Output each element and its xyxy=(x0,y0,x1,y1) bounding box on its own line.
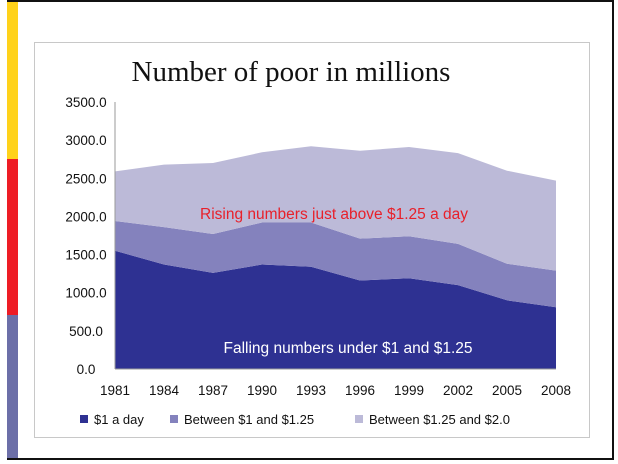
x-tick-label: 1999 xyxy=(394,383,424,398)
x-tick-label: 2005 xyxy=(492,383,522,398)
x-tick-label: 1996 xyxy=(345,383,375,398)
x-tick-label: 2008 xyxy=(541,383,571,398)
x-tick-label: 2002 xyxy=(443,383,473,398)
legend-swatch xyxy=(80,415,88,423)
legend-item: $1 a day xyxy=(80,412,144,427)
x-tick-label: 1990 xyxy=(247,383,277,398)
y-tick-label: 3500.0 xyxy=(65,95,106,110)
annotation-falling: Falling numbers under $1 and $1.25 xyxy=(223,340,472,357)
chart-container: Number of poor in millions 0.0 500.0 1000.… xyxy=(34,42,590,438)
y-tick-label: 500.0 xyxy=(69,324,103,339)
legend-label: Between $1.25 and $2.0 xyxy=(369,412,510,427)
area-series-2 xyxy=(115,221,556,308)
chart-title: Number of poor in millions xyxy=(132,56,451,88)
x-tick-label: 1987 xyxy=(198,383,228,398)
x-tick-label: 1984 xyxy=(149,383,180,398)
legend-item: Between $1.25 and $2.0 xyxy=(355,412,510,427)
accent-stripe-yellow xyxy=(7,2,18,159)
legend-swatch xyxy=(355,415,363,423)
x-tick-label: 1981 xyxy=(100,383,130,398)
legend-label: Between $1 and $1.25 xyxy=(184,412,314,427)
area-series-3 xyxy=(115,146,556,271)
y-tick-label: 1000.0 xyxy=(65,286,106,301)
y-tick-label: 2500.0 xyxy=(65,171,106,186)
annotation-rising: Rising numbers just above $1.25 a day xyxy=(200,206,468,223)
area-series-1 xyxy=(115,250,556,369)
y-tick-label: 2000.0 xyxy=(65,209,106,224)
y-tick-label: 3000.0 xyxy=(65,133,106,148)
legend-swatch xyxy=(170,415,178,423)
legend-item: Between $1 and $1.25 xyxy=(170,412,314,427)
accent-stripe-red xyxy=(7,159,18,315)
y-tick-label: 0.0 xyxy=(77,362,96,377)
accent-stripe-blue xyxy=(7,315,18,458)
legend-label: $1 a day xyxy=(94,412,144,427)
y-tick-label: 1500.0 xyxy=(65,248,106,263)
x-tick-label: 1993 xyxy=(296,383,326,398)
stacked-area-chart: Number of poor in millions 0.0 500.0 1000.… xyxy=(65,56,571,427)
